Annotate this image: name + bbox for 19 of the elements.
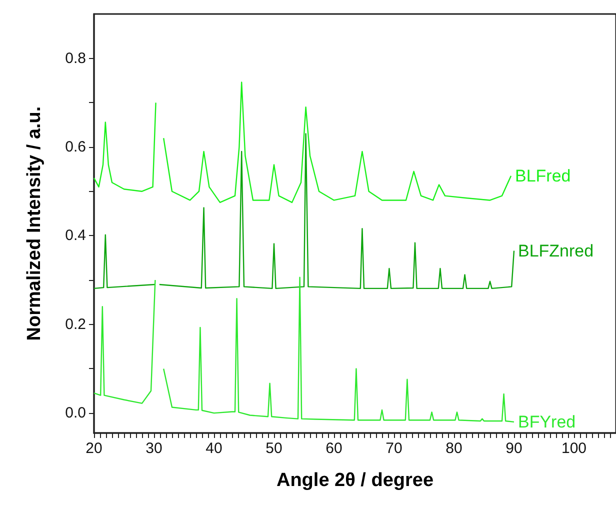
y-axis-title: Normalized Intensity / a.u. xyxy=(24,106,45,341)
y-tick-label: 0.4 xyxy=(65,227,86,244)
x-tick-label: 90 xyxy=(506,440,522,457)
y-tick-label: 0.2 xyxy=(65,316,86,333)
x-tick-label: 20 xyxy=(86,440,102,457)
series-label: BLFZnred xyxy=(518,241,594,260)
y-tick-label: 0.6 xyxy=(65,138,86,156)
x-tick-label: 100 xyxy=(561,440,587,457)
x-tick-label: 60 xyxy=(326,440,342,457)
x-tick-label: 50 xyxy=(266,440,282,457)
x-tick-label: 40 xyxy=(206,440,222,457)
x-tick-label: 70 xyxy=(386,440,402,457)
y-tick-label: 0.8 xyxy=(65,50,86,67)
series-label: BLFred xyxy=(515,166,571,186)
x-tick-label: 80 xyxy=(446,440,462,457)
series-label: BFYred xyxy=(518,412,576,432)
y-tick-label: 0.0 xyxy=(65,404,86,422)
x-tick-label: 30 xyxy=(146,440,162,457)
x-axis-title: Angle 2θ / degree xyxy=(276,470,434,491)
